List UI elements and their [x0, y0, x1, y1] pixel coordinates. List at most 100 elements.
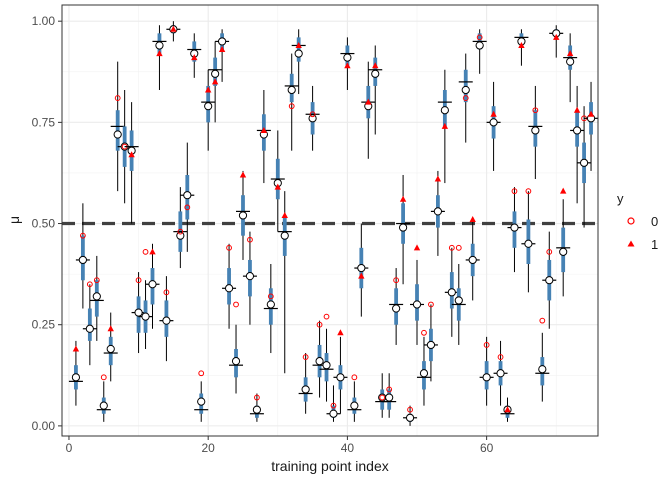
posterior-mean-point — [419, 369, 429, 378]
observed-point-y1 — [344, 62, 351, 69]
legend-key-triangle — [627, 240, 635, 247]
observed-point-y1 — [553, 33, 560, 40]
training-point-70 — [549, 25, 564, 58]
training-point-44 — [368, 45, 383, 135]
training-point-73 — [570, 85, 585, 204]
observed-point-y0 — [100, 374, 107, 381]
posterior-mean-point — [322, 361, 331, 370]
training-point-68 — [535, 317, 550, 402]
posterior-mean-point — [71, 373, 81, 382]
posterior-mean-point — [155, 41, 164, 50]
training-point-36 — [312, 320, 327, 398]
posterior-mean-point — [489, 118, 498, 127]
observed-point-y1 — [204, 86, 212, 93]
training-point-2 — [75, 203, 90, 309]
training-point-6 — [103, 312, 118, 382]
posterior-mean-point — [392, 304, 401, 313]
training-point-48 — [396, 174, 411, 285]
posterior-mean-point — [468, 255, 477, 265]
posterior-mean-point — [134, 308, 143, 317]
observed-point-y0 — [379, 394, 386, 401]
observed-point-y0 — [476, 34, 483, 41]
training-point-22 — [215, 29, 230, 82]
training-point-57 — [458, 53, 473, 143]
x-axis-title: training point index — [271, 458, 389, 474]
y-tick-label: 0.00 — [32, 419, 56, 433]
y-axis-title: μ — [6, 216, 22, 224]
observed-point-y0 — [233, 301, 239, 308]
posterior-mean-point — [579, 158, 589, 167]
observed-point-y1 — [281, 211, 288, 218]
observed-point-y0 — [288, 103, 295, 110]
training-point-60 — [479, 336, 494, 406]
legend-label-0: 0 — [651, 214, 658, 229]
observed-point-y0 — [198, 370, 205, 377]
observed-point-y0 — [254, 394, 260, 401]
training-point-75 — [584, 81, 599, 171]
observed-point-y1 — [170, 25, 177, 32]
training-point-50 — [410, 244, 425, 345]
training-point-71 — [556, 187, 571, 297]
observed-point-y0 — [316, 321, 323, 328]
observed-point-y0 — [267, 293, 274, 300]
posterior-mean-point — [218, 37, 227, 46]
observed-point-y0 — [86, 281, 93, 288]
posterior-mean-point — [231, 357, 241, 366]
observed-point-y1 — [413, 244, 421, 251]
posterior-mean-point — [461, 85, 470, 95]
legend-title: y — [617, 191, 624, 206]
observed-point-y1 — [587, 110, 595, 117]
observed-point-y0 — [135, 277, 142, 284]
x-axis-ticks: 0 20 40 60 — [66, 436, 494, 455]
posterior-mean-point — [238, 211, 248, 220]
posterior-mean-point — [294, 49, 303, 58]
posterior-mean-point — [412, 300, 422, 309]
observed-point-y1 — [573, 106, 581, 113]
observed-point-y1 — [156, 50, 163, 57]
posterior-mean-point — [92, 292, 101, 301]
training-point-46 — [382, 373, 397, 418]
observed-point-y1 — [337, 329, 344, 336]
observed-point-y0 — [386, 386, 393, 393]
training-point-3 — [82, 281, 97, 366]
posterior-mean-point — [566, 57, 575, 66]
observed-point-y0 — [93, 277, 100, 284]
observed-point-y1 — [260, 126, 268, 133]
observed-point-y0 — [483, 342, 490, 348]
posterior-mean-point — [398, 223, 408, 232]
posterior-mean-point — [301, 385, 310, 394]
training-point-28 — [256, 89, 271, 184]
training-point-23 — [222, 243, 237, 329]
observed-point-y1 — [107, 325, 114, 332]
training-point-59 — [472, 29, 487, 74]
posterior-mean-point — [280, 231, 289, 240]
training-point-53 — [430, 170, 445, 256]
observed-point-y1 — [149, 248, 156, 255]
training-point-32 — [284, 53, 299, 151]
plot-border — [61, 4, 599, 437]
observed-point-y0 — [302, 354, 309, 360]
posterior-mean-point — [204, 102, 213, 111]
training-point-43 — [361, 61, 376, 159]
observed-point-y1 — [434, 175, 442, 182]
posterior-mean-point — [141, 312, 150, 321]
training-point-14 — [159, 276, 174, 362]
observed-point-y0 — [79, 232, 86, 239]
training-point-56 — [451, 244, 466, 345]
posterior-mean-point — [440, 106, 449, 115]
observed-point-y0 — [177, 228, 184, 235]
posterior-mean-point — [371, 69, 380, 78]
observed-point-y0 — [525, 188, 532, 195]
observed-point-y0 — [247, 236, 253, 243]
posterior-mean-point — [252, 405, 262, 414]
observed-point-y0 — [546, 248, 553, 255]
posterior-mean-point — [447, 288, 456, 297]
training-point-64 — [507, 187, 522, 273]
posterior-mean-point — [496, 369, 505, 378]
training-point-1 — [68, 340, 83, 406]
observed-point-y1 — [490, 110, 497, 117]
observed-point-y1 — [365, 98, 372, 105]
legend: y 0 1 — [617, 191, 658, 252]
observed-point-y1 — [399, 195, 407, 202]
